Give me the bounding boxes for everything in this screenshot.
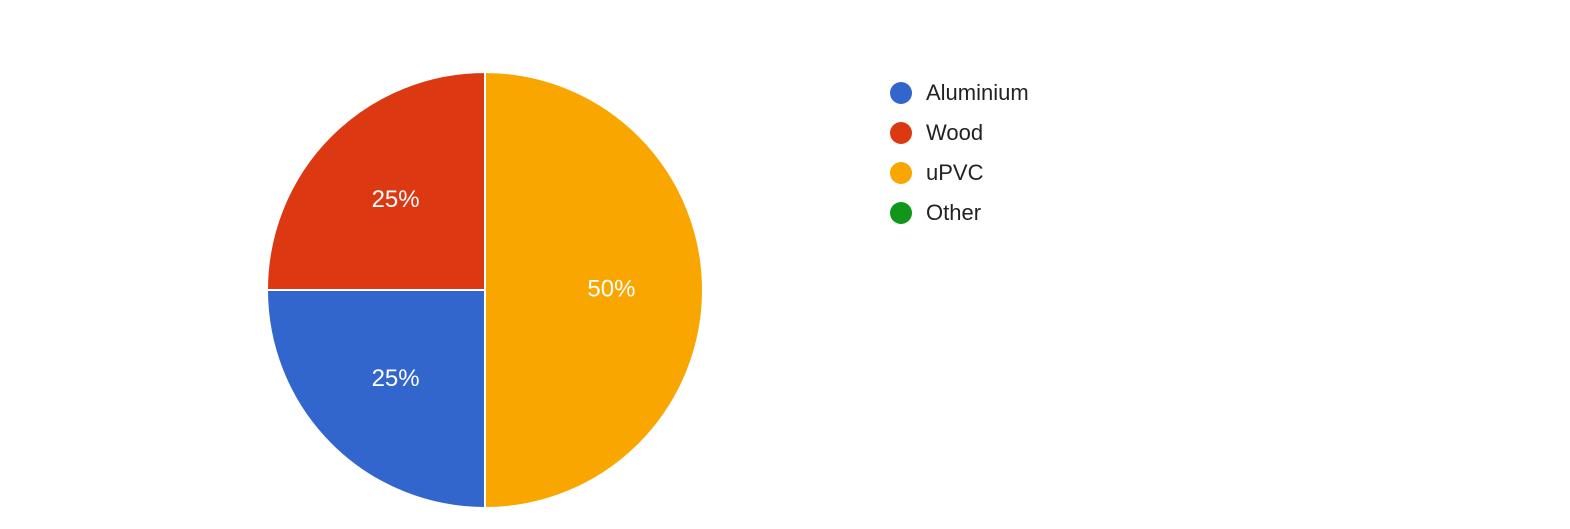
legend-item-other[interactable]: Other [890, 200, 1029, 226]
pie-slice-label-aluminium: 25% [372, 365, 420, 392]
legend-label-aluminium: Aluminium [926, 80, 1029, 106]
legend-item-aluminium[interactable]: Aluminium [890, 80, 1029, 106]
legend-swatch-other [890, 202, 912, 224]
legend-item-upvc[interactable]: uPVC [890, 160, 1029, 186]
pie-chart-container: 50% 25% 25% Aluminium Wood uPVC Other [0, 0, 1570, 529]
legend-label-upvc: uPVC [926, 160, 983, 186]
legend-swatch-wood [890, 122, 912, 144]
legend-item-wood[interactable]: Wood [890, 120, 1029, 146]
legend-label-wood: Wood [926, 120, 983, 146]
pie-slice-wood[interactable] [267, 72, 485, 290]
legend-label-other: Other [926, 200, 981, 226]
legend: Aluminium Wood uPVC Other [890, 80, 1029, 240]
legend-swatch-aluminium [890, 82, 912, 104]
pie-slice-label-upvc: 50% [587, 275, 635, 302]
pie-slice-aluminium[interactable] [267, 290, 485, 508]
legend-swatch-upvc [890, 162, 912, 184]
pie-chart: 50% 25% 25% [257, 62, 713, 518]
pie-slice-label-wood: 25% [372, 186, 420, 213]
